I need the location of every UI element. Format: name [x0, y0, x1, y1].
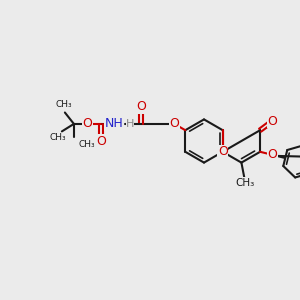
Text: O: O	[82, 117, 92, 130]
Text: CH₃: CH₃	[49, 133, 66, 142]
Text: O: O	[267, 148, 277, 161]
Text: O: O	[267, 115, 277, 128]
Text: O: O	[218, 145, 228, 158]
Text: O: O	[96, 135, 106, 148]
Text: H: H	[126, 119, 134, 129]
Text: CH₃: CH₃	[56, 100, 73, 109]
Text: NH: NH	[105, 117, 123, 130]
Text: CH₃: CH₃	[236, 178, 255, 188]
Text: O: O	[136, 100, 146, 113]
Text: CH₃: CH₃	[78, 140, 95, 149]
Text: O: O	[169, 117, 179, 130]
